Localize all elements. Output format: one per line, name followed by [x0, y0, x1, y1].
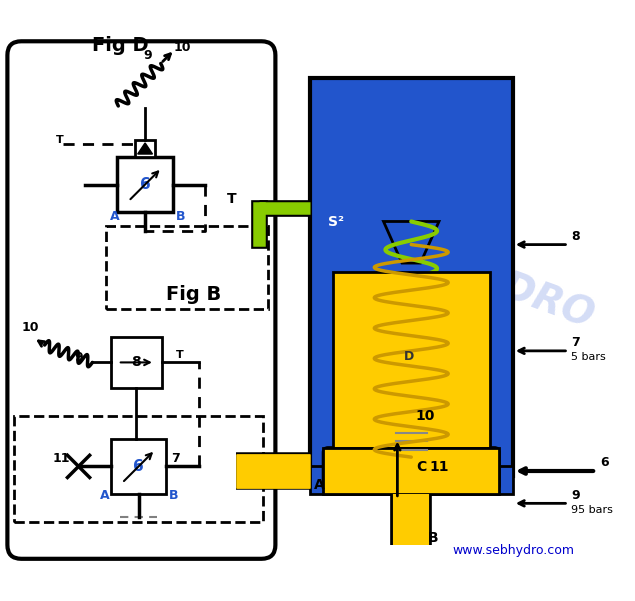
Bar — [14, 415, 264, 522]
Text: 10: 10 — [416, 409, 435, 423]
FancyBboxPatch shape — [8, 41, 276, 559]
Text: Fig B: Fig B — [166, 285, 222, 304]
Text: T: T — [55, 135, 64, 145]
Bar — [111, 337, 162, 388]
Text: 6: 6 — [140, 177, 150, 192]
Text: 10: 10 — [174, 41, 191, 55]
Text: 7: 7 — [571, 336, 580, 349]
Bar — [135, 140, 155, 157]
Bar — [310, 78, 513, 475]
Bar — [111, 439, 166, 494]
Text: 95 bars: 95 bars — [571, 505, 613, 514]
Text: 9: 9 — [74, 352, 83, 364]
Bar — [310, 466, 513, 494]
Text: 10: 10 — [22, 321, 39, 334]
Text: T: T — [227, 192, 236, 206]
Text: 8: 8 — [131, 355, 141, 370]
Bar — [106, 226, 268, 310]
Text: 6: 6 — [601, 456, 610, 469]
Bar — [323, 448, 499, 494]
Text: B: B — [176, 210, 185, 222]
Bar — [333, 272, 490, 448]
Text: D: D — [404, 350, 414, 363]
Polygon shape — [384, 222, 439, 263]
Text: 11: 11 — [53, 452, 70, 465]
Bar — [117, 157, 173, 212]
Text: T: T — [176, 350, 184, 360]
Text: www.sebhydro.com: www.sebhydro.com — [453, 544, 575, 557]
FancyBboxPatch shape — [323, 448, 499, 489]
Bar — [393, 425, 430, 457]
Text: Fig D: Fig D — [93, 35, 149, 55]
Text: A: A — [110, 210, 119, 222]
Text: A: A — [100, 489, 109, 502]
Text: 7: 7 — [171, 452, 180, 465]
Text: 8: 8 — [571, 230, 580, 243]
Text: 11: 11 — [430, 460, 449, 474]
Text: B: B — [169, 489, 178, 502]
Text: S²: S² — [328, 215, 344, 229]
Text: B: B — [428, 531, 439, 545]
Text: 5 bars: 5 bars — [571, 352, 606, 362]
Text: 9: 9 — [144, 49, 152, 63]
Polygon shape — [138, 143, 152, 154]
Text: A: A — [314, 478, 325, 492]
Text: C: C — [416, 460, 426, 474]
Text: 9: 9 — [571, 489, 580, 502]
Text: SEBHYDRO: SEBHYDRO — [361, 218, 599, 336]
Text: 6: 6 — [133, 459, 144, 474]
